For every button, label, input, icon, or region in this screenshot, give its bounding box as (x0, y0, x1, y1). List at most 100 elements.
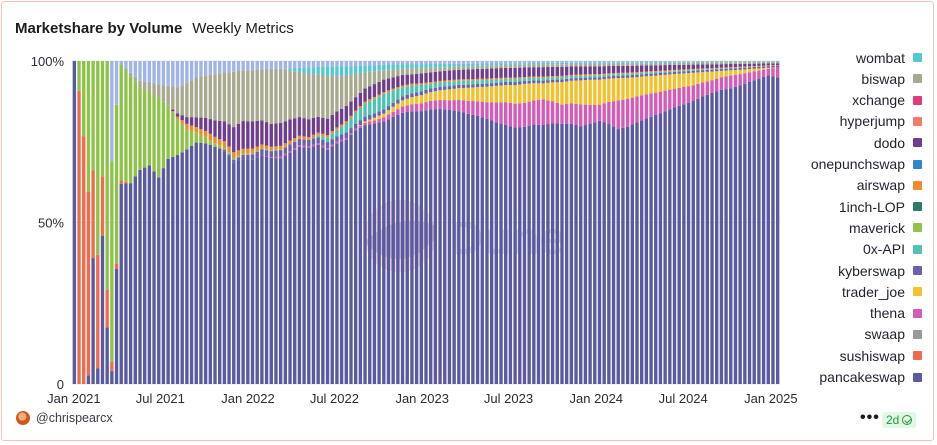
bar-segment-biswap (232, 71, 236, 128)
bar-segment-airswap (499, 77, 503, 80)
legend-label: sushiswap (839, 347, 905, 364)
legend-item-xchange[interactable]: xchange (852, 90, 922, 111)
legend-item-biswap[interactable]: biswap (861, 68, 922, 89)
legend-item-thena[interactable]: thena (870, 303, 922, 324)
bar-segment-airswap (180, 120, 184, 124)
bar-segment-biswap (504, 64, 508, 68)
legend-item-swaap[interactable]: swaap (865, 324, 922, 345)
bar-segment-biswap (147, 82, 152, 93)
bar-segment-dodo (719, 64, 724, 68)
bar-segment-thena (541, 99, 545, 125)
bar-segment-airswap (593, 74, 597, 76)
bar-segment-airswap (654, 71, 658, 72)
bar-segment-others (583, 61, 588, 63)
footer-author[interactable]: @chrispearcx (16, 411, 113, 425)
bar-segment-kyberswap (260, 149, 264, 156)
bar-segment-kyberswap (635, 74, 639, 78)
refresh-badge[interactable]: 2d (882, 412, 917, 428)
bar-segment-wombat (466, 63, 470, 67)
bar-segment-kyberswap (499, 82, 503, 86)
bar-segment-kyberswap (696, 70, 700, 73)
legend-label: airswap (856, 177, 905, 194)
bar-segment-wombat (377, 64, 381, 71)
bar-segment-maverick (96, 61, 100, 255)
legend-item-1inch-LOP[interactable]: 1inch-LOP (839, 196, 922, 217)
bar-segment-airswap (457, 79, 461, 81)
bar-segment-0x-API (429, 83, 433, 89)
bar-segment-kyberswap (443, 86, 447, 90)
bar-segment-sushiswap (105, 289, 109, 328)
bar-segment-trader_joe (621, 77, 625, 100)
bar-segment-thena (766, 68, 770, 76)
bar-segment-kyberswap (518, 81, 522, 85)
bar-segment-dodo (321, 117, 325, 134)
bar-segment-airswap (700, 68, 705, 70)
bar-segment-0x-API (527, 77, 531, 81)
bar-segment-biswap (447, 67, 452, 71)
legend-item-pancakeswap[interactable]: pancakeswap (819, 367, 922, 388)
bar-segment-kyberswap (302, 139, 306, 146)
bar-segment-kyberswap (691, 70, 695, 73)
bar-segment-pancakeswap (639, 120, 644, 384)
bar-segment-trader_joe (579, 80, 583, 105)
bar-segment-biswap (194, 77, 198, 118)
bar-segment-maverick (124, 70, 128, 182)
legend-item-dodo[interactable]: dodo (874, 132, 922, 153)
legend-item-wombat[interactable]: wombat (856, 47, 922, 68)
legend-item-sushiswap[interactable]: sushiswap (840, 345, 922, 366)
bar-segment-pancakeswap (625, 126, 630, 384)
bar-segment-airswap (175, 116, 180, 120)
bar-segment-dodo (672, 64, 677, 70)
bar-segment-dodo (457, 69, 461, 80)
bar-segment-pancakeswap (110, 371, 114, 384)
bar-segment-maverick (222, 147, 227, 150)
bar-segment-thena (564, 104, 569, 124)
bar-segment-kyberswap (625, 75, 630, 78)
bar-segment-maverick (77, 61, 81, 91)
bar-segment-biswap (752, 61, 756, 64)
bar-segment-sushiswap (119, 180, 123, 184)
bar-segment-others (386, 61, 391, 65)
bar-segment-pancakeswap (86, 375, 91, 384)
legend-item-trader_joe[interactable]: trader_joe (842, 281, 922, 302)
bar-segment-sushiswap (114, 263, 119, 270)
bar-segment-kyberswap (339, 134, 344, 140)
bar-segment-wombat (480, 63, 484, 66)
bar-segment-0x-API (536, 77, 541, 81)
legend-item-onepunchswap[interactable]: onepunchswap (811, 154, 922, 175)
bar-segment-others (410, 61, 414, 65)
legend-item-0x-API[interactable]: 0x-API (863, 239, 922, 260)
bar-segment-kyberswap (438, 86, 442, 91)
bar-segment-wombat (438, 63, 442, 68)
bar-segment-airswap (443, 80, 447, 83)
bar-segment-biswap (649, 63, 653, 66)
legend-label: dodo (873, 134, 905, 151)
bar-segment-kyberswap (278, 150, 283, 157)
bar-segment-airswap (349, 115, 353, 118)
bar-segment-0x-API (452, 81, 456, 86)
bar-segment-others (396, 61, 400, 65)
bar-segment-wombat (738, 61, 742, 63)
bar-segment-airswap (311, 134, 316, 138)
bar-segment-wombat (644, 62, 649, 64)
chart-subtitle[interactable]: Weekly Metrics (192, 20, 294, 37)
more-options-icon[interactable]: ••• (860, 409, 880, 426)
author-name[interactable]: @chrispearcx (36, 411, 113, 425)
bar-segment-dodo (541, 67, 545, 77)
bar-segment-airswap (433, 81, 438, 84)
bar-segment-kyberswap (616, 75, 620, 79)
bar-segment-thena (335, 141, 339, 144)
bar-segment-thena (649, 93, 653, 117)
legend-item-hyperjump[interactable]: hyperjump (840, 111, 922, 132)
legend-swatch (913, 372, 922, 382)
bar-segment-0x-API (335, 129, 339, 137)
bar-segment-kyberswap (546, 80, 550, 83)
bar-segment-kyberswap (527, 80, 531, 84)
bar-segment-airswap (382, 92, 386, 94)
legend-item-airswap[interactable]: airswap (857, 175, 922, 196)
bar-segment-dodo (410, 74, 414, 84)
bar-segment-dodo (185, 117, 189, 124)
bar-segment-pancakeswap (325, 149, 330, 384)
legend-item-maverick[interactable]: maverick (849, 217, 922, 238)
legend-item-kyberswap[interactable]: kyberswap (838, 260, 922, 281)
